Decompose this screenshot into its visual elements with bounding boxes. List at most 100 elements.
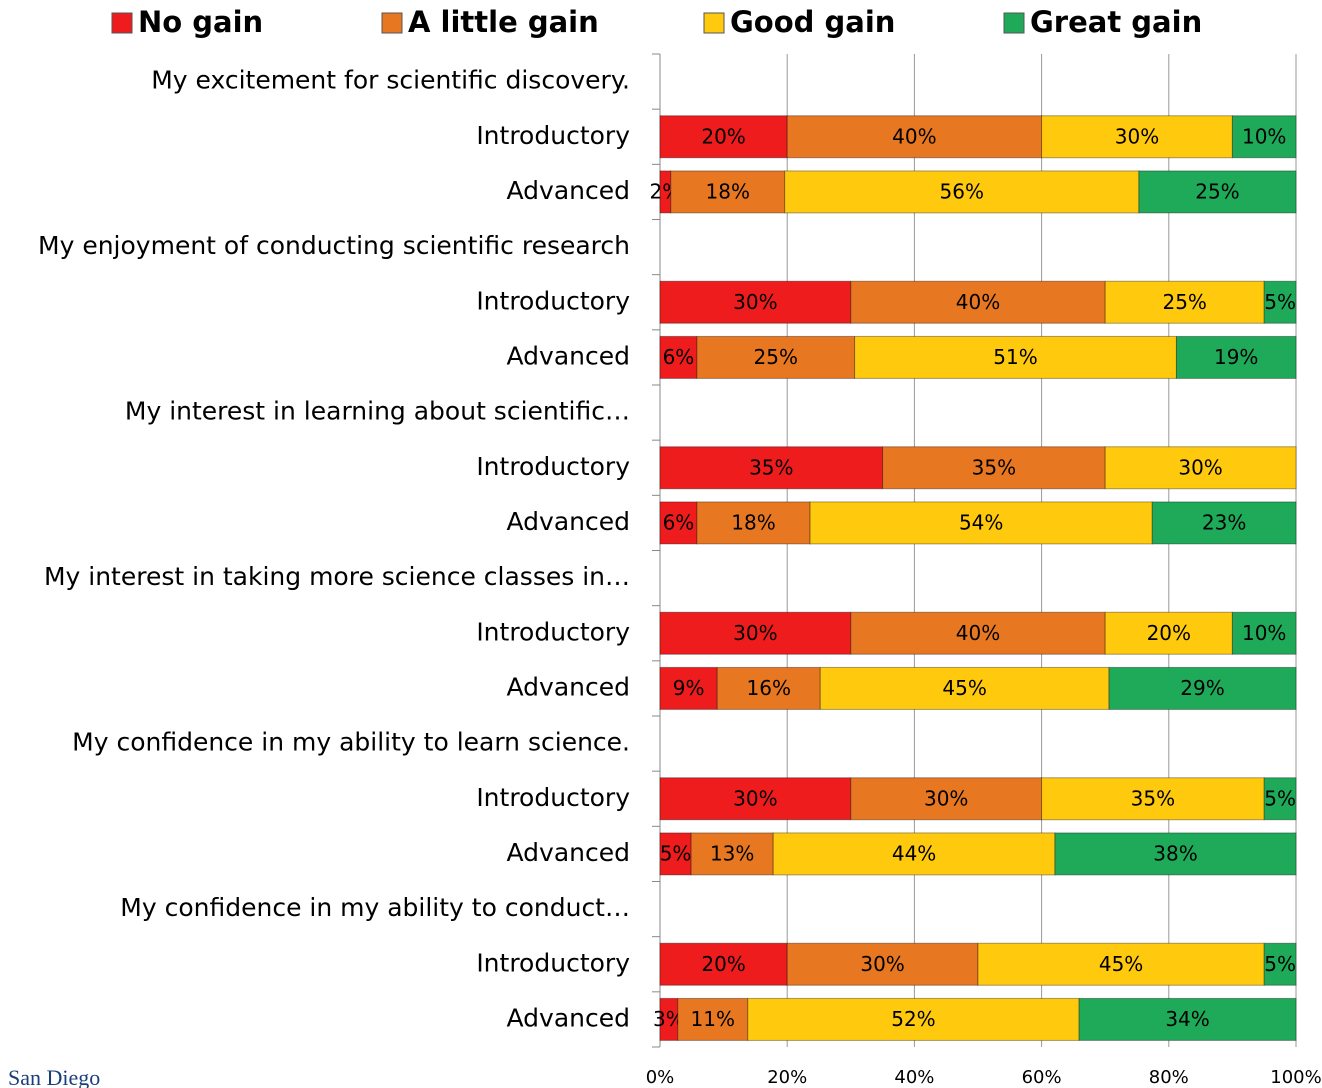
legend-swatch <box>703 12 725 34</box>
category-label: Advanced <box>507 1003 631 1032</box>
data-label: 6% <box>663 345 695 369</box>
data-label: 30% <box>733 621 777 645</box>
data-label: 5% <box>1264 786 1296 810</box>
data-label: 19% <box>1214 345 1258 369</box>
bar-segment <box>747 997 1080 1041</box>
data-label: 10% <box>1242 621 1286 645</box>
bar-segment <box>659 446 884 490</box>
bar-segment <box>1263 942 1297 986</box>
category-label: My confidence in my ability to learn sci… <box>72 728 630 757</box>
bar-segment <box>1104 446 1297 490</box>
bar-segment <box>659 832 692 876</box>
legend-swatch <box>381 12 403 34</box>
x-tick-label: 40% <box>894 1067 934 1088</box>
data-label: 38% <box>1153 841 1197 865</box>
bar-segment <box>1104 611 1233 655</box>
bar-segment <box>1041 777 1265 821</box>
data-label: 5% <box>1264 290 1296 314</box>
bar-segment <box>659 942 788 986</box>
category-label: Advanced <box>507 341 631 370</box>
data-label: 30% <box>1115 124 1159 148</box>
bar-segment <box>1263 280 1297 324</box>
bar-segment <box>850 280 1106 324</box>
bar-segment <box>659 115 788 159</box>
legend-swatch <box>111 12 133 34</box>
category-label: Introductory <box>476 121 630 150</box>
logo: San Diego <box>8 1065 100 1088</box>
data-label: 51% <box>993 345 1037 369</box>
data-label: 44% <box>892 841 936 865</box>
bar-segment <box>1138 170 1297 214</box>
bar-segment <box>659 611 852 655</box>
data-label: 20% <box>701 952 745 976</box>
bar-segment <box>1108 666 1297 710</box>
data-label: 30% <box>1178 455 1222 479</box>
data-label: 40% <box>956 621 1000 645</box>
bar-segment <box>659 777 852 821</box>
data-label: 30% <box>733 290 777 314</box>
bar-segment <box>1175 335 1297 379</box>
bar-segment <box>850 777 1043 821</box>
category-label: Introductory <box>476 452 630 481</box>
bar-segment <box>659 280 852 324</box>
bar-segment <box>659 666 718 710</box>
data-label: 23% <box>1202 510 1246 534</box>
bar-segment <box>854 335 1177 379</box>
data-label: 35% <box>749 455 793 479</box>
x-tick-label: 20% <box>767 1067 807 1088</box>
data-label: 25% <box>1162 290 1206 314</box>
data-label: 9% <box>673 676 705 700</box>
data-label: 10% <box>1242 124 1286 148</box>
bar-segment <box>1151 501 1297 545</box>
data-label: 29% <box>1180 676 1224 700</box>
bar-segment <box>977 942 1265 986</box>
bar-segment <box>1054 832 1297 876</box>
x-tick-label: 100% <box>1270 1067 1321 1088</box>
category-label: Introductory <box>476 286 630 315</box>
legend-label: A little gain <box>408 5 599 39</box>
data-label: 34% <box>1165 1007 1209 1031</box>
bar-segment <box>1078 997 1297 1041</box>
category-label: My interest in learning about scientific… <box>125 397 630 426</box>
bar-segment <box>772 832 1056 876</box>
legend-label: No gain <box>138 5 263 39</box>
bar-segment <box>819 666 1110 710</box>
data-label: 13% <box>710 841 754 865</box>
data-label: 11% <box>691 1007 735 1031</box>
bar-segment <box>882 446 1106 490</box>
bar-segment <box>677 997 749 1041</box>
category-label: Introductory <box>476 948 630 977</box>
bar-segment <box>659 501 698 545</box>
bar-segment <box>1104 280 1265 324</box>
data-label: 30% <box>733 786 777 810</box>
bar-segment <box>1231 611 1297 655</box>
data-label: 52% <box>891 1007 935 1031</box>
category-label: My excitement for scientific discovery. <box>151 66 630 95</box>
bar-segment <box>784 170 1140 214</box>
data-label: 20% <box>701 124 745 148</box>
data-label: 25% <box>754 345 798 369</box>
category-label: Introductory <box>476 617 630 646</box>
data-label: 40% <box>956 290 1000 314</box>
category-label: Advanced <box>507 838 631 867</box>
x-tick-label: 60% <box>1022 1067 1062 1088</box>
bar-segment <box>696 501 811 545</box>
bar-segment <box>1041 115 1233 159</box>
data-label: 54% <box>959 510 1003 534</box>
data-label: 40% <box>892 124 936 148</box>
data-label: 25% <box>1195 179 1239 203</box>
bar-segment <box>670 170 786 214</box>
bar-segment <box>786 115 1043 159</box>
data-label: 5% <box>660 841 692 865</box>
legend-label: Great gain <box>1030 5 1202 39</box>
data-label: 5% <box>1264 952 1296 976</box>
data-label: 30% <box>860 952 904 976</box>
data-label: 45% <box>942 676 986 700</box>
category-label: Advanced <box>507 176 631 205</box>
category-label: Advanced <box>507 507 631 536</box>
category-label: My enjoyment of conducting scientific re… <box>38 231 630 260</box>
bar-segment <box>1263 777 1297 821</box>
data-label: 20% <box>1147 621 1191 645</box>
